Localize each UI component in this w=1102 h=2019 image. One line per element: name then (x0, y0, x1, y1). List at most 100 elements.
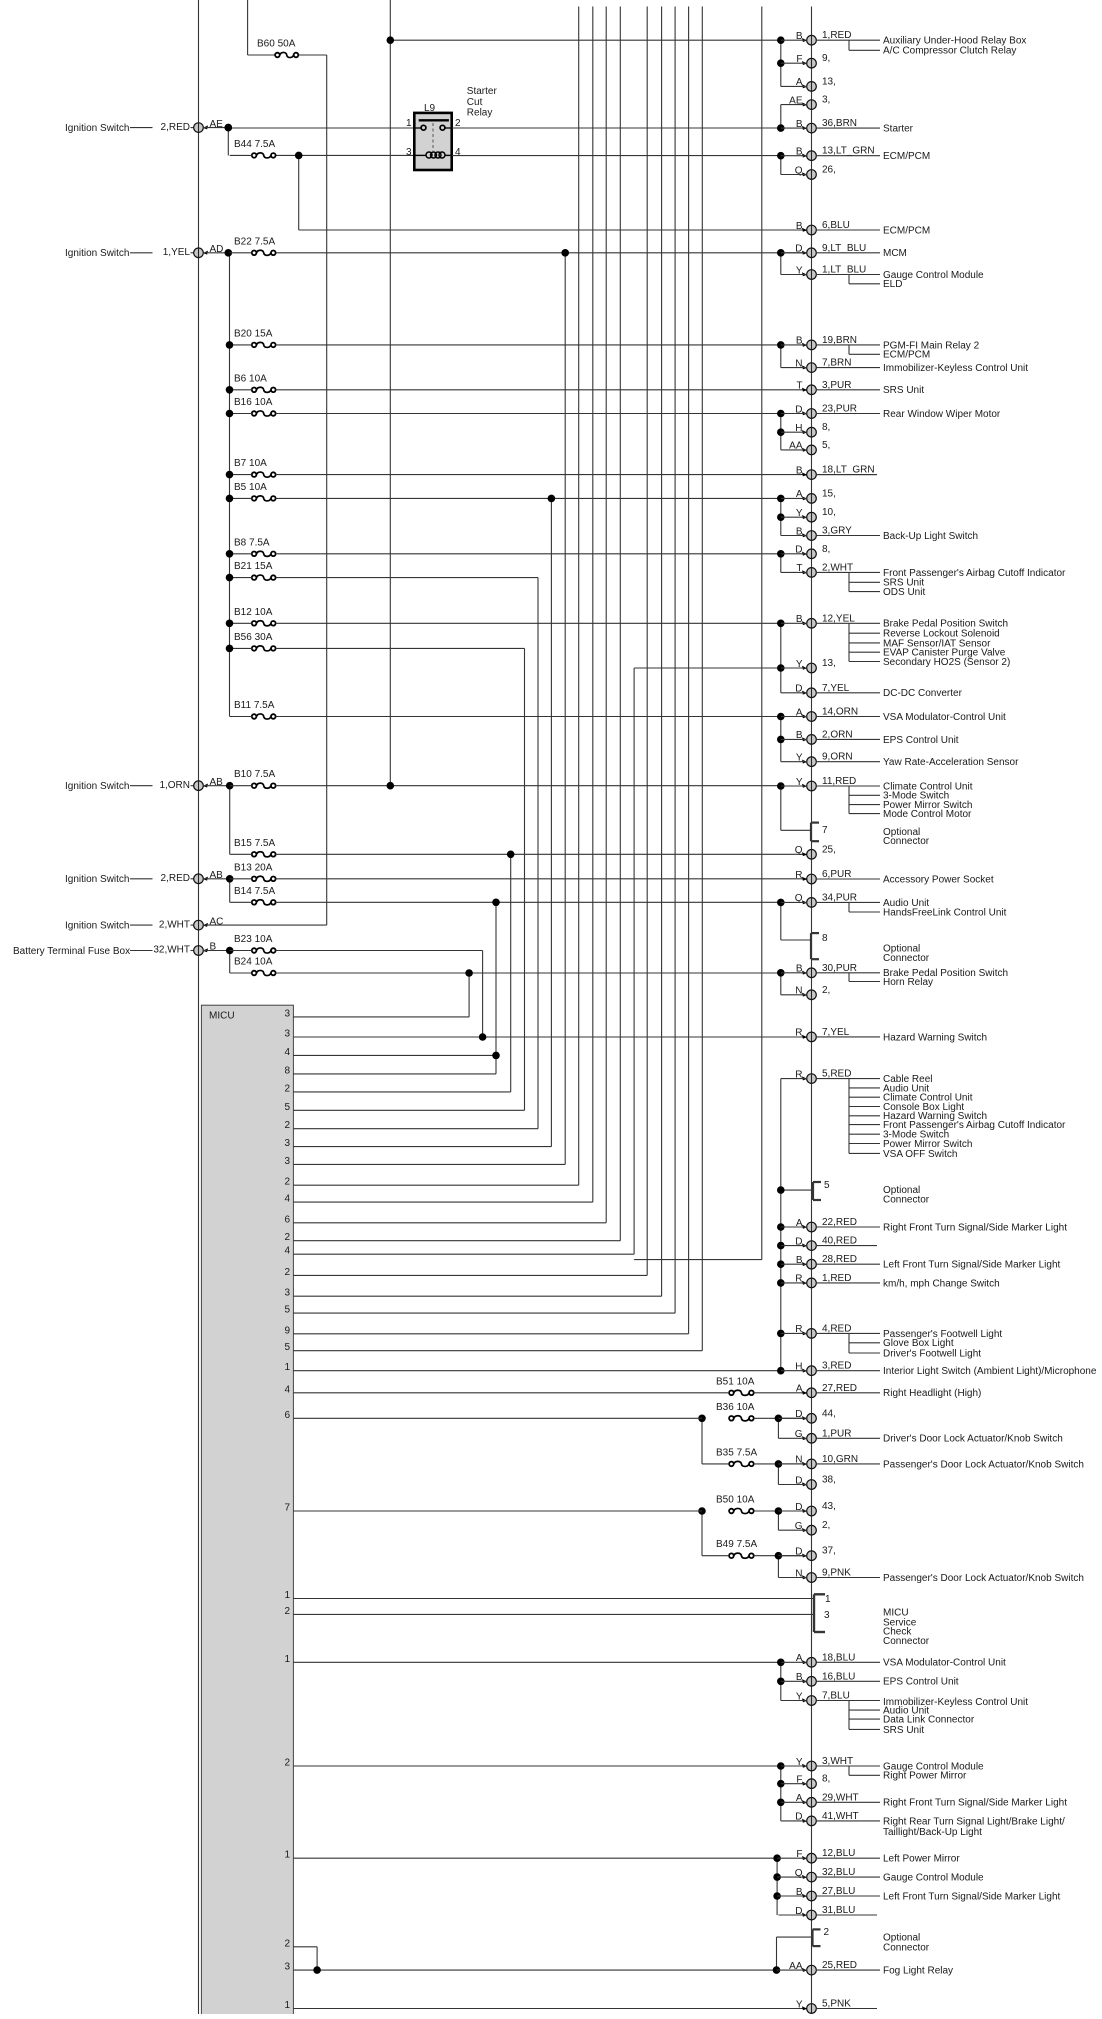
svg-text:ECM/PCM: ECM/PCM (883, 350, 930, 361)
svg-text:F: F (796, 54, 802, 65)
svg-text:Audio Unit: Audio Unit (883, 1706, 929, 1717)
svg-text:Front Passenger's Airbag Cutof: Front Passenger's Airbag Cutoff Indicato… (883, 568, 1066, 579)
svg-text:3: 3 (284, 1288, 290, 1299)
svg-text:B: B (796, 1255, 803, 1266)
svg-text:40,RED: 40,RED (822, 1236, 857, 1247)
svg-text:Power Mirror Switch: Power Mirror Switch (883, 1139, 972, 1150)
svg-text:B51 10A: B51 10A (716, 1376, 755, 1387)
svg-text:Driver's Door Lock Actuator/Kn: Driver's Door Lock Actuator/Knob Switch (883, 1434, 1063, 1445)
svg-text:Ignition Switch: Ignition Switch (65, 874, 129, 885)
svg-text:7,BRN: 7,BRN (822, 358, 851, 369)
svg-text:3,: 3, (822, 95, 830, 106)
svg-text:D: D (795, 684, 802, 695)
svg-text:A: A (796, 707, 803, 718)
svg-text:R: R (795, 870, 802, 881)
svg-text:Gauge Control Module: Gauge Control Module (883, 1761, 984, 1772)
svg-text:28,RED: 28,RED (822, 1254, 857, 1265)
svg-text:6,PUR: 6,PUR (822, 869, 851, 880)
svg-text:AD: AD (210, 244, 224, 255)
svg-text:Hazard Warning Switch: Hazard Warning Switch (883, 1032, 987, 1043)
svg-text:N: N (795, 1568, 802, 1579)
svg-text:B: B (796, 465, 803, 476)
svg-text:1,RED: 1,RED (822, 1273, 851, 1284)
svg-text:1: 1 (825, 1594, 831, 1605)
svg-text:EPS Control Unit: EPS Control Unit (883, 735, 959, 746)
svg-text:B50 10A: B50 10A (716, 1495, 755, 1506)
svg-text:B21 15A: B21 15A (234, 561, 273, 572)
svg-text:B: B (796, 964, 803, 975)
svg-text:Accessory Power Socket: Accessory Power Socket (883, 874, 994, 885)
svg-text:B24 10A: B24 10A (234, 957, 273, 968)
svg-text:Optional: Optional (883, 1932, 920, 1943)
svg-text:Immobilizer-Keyless Control Un: Immobilizer-Keyless Control Unit (883, 363, 1028, 374)
svg-text:ELD: ELD (883, 279, 902, 290)
svg-text:2: 2 (284, 1232, 290, 1243)
svg-text:10,: 10, (822, 507, 836, 518)
svg-text:B20 15A: B20 15A (234, 328, 273, 339)
svg-text:ECM/PCM: ECM/PCM (883, 225, 930, 236)
svg-text:AB: AB (210, 777, 224, 788)
svg-text:VSA Modulator-Control Unit: VSA Modulator-Control Unit (883, 1658, 1006, 1669)
svg-text:7,YEL: 7,YEL (822, 683, 850, 694)
svg-text:3,GRY: 3,GRY (822, 526, 852, 537)
svg-text:L9: L9 (424, 103, 436, 114)
svg-text:2: 2 (284, 1177, 290, 1188)
svg-text:6: 6 (284, 1410, 290, 1421)
svg-text:Gauge Control Module: Gauge Control Module (883, 270, 984, 281)
svg-text:Connector: Connector (883, 836, 930, 847)
svg-text:HandsFreeLink Control Unit: HandsFreeLink Control Unit (883, 907, 1007, 918)
svg-text:Climate Control Unit: Climate Control Unit (883, 781, 973, 792)
svg-text:B10 7.5A: B10 7.5A (234, 769, 275, 780)
svg-text:B36 10A: B36 10A (716, 1402, 755, 1413)
svg-text:B7 10A: B7 10A (234, 458, 267, 469)
svg-text:2,WHT: 2,WHT (822, 562, 853, 573)
svg-text:13,: 13, (822, 76, 836, 87)
svg-text:1: 1 (284, 2000, 290, 2011)
svg-text:6,BLU: 6,BLU (822, 220, 850, 231)
svg-text:Rear Window Wiper Motor: Rear Window Wiper Motor (883, 409, 1001, 420)
svg-text:B23 10A: B23 10A (234, 934, 273, 945)
svg-text:Interior Light Switch (Ambient: Interior Light Switch (Ambient Light)/Mi… (883, 1366, 1097, 1377)
svg-text:41,WHT: 41,WHT (822, 1811, 859, 1822)
svg-text:T: T (796, 563, 802, 574)
svg-text:Console Box Light: Console Box Light (883, 1102, 964, 1113)
svg-text:3,WHT: 3,WHT (822, 1756, 853, 1767)
svg-text:9,ORN: 9,ORN (822, 752, 853, 763)
svg-text:26,: 26, (822, 165, 836, 176)
svg-text:34,PUR: 34,PUR (822, 892, 857, 903)
svg-text:Gauge Control Module: Gauge Control Module (883, 1873, 984, 1884)
svg-text:N: N (795, 358, 802, 369)
svg-text:Cable Reel: Cable Reel (883, 1074, 932, 1085)
svg-text:3-Mode Switch: 3-Mode Switch (883, 791, 949, 802)
svg-text:B22 7.5A: B22 7.5A (234, 236, 275, 247)
svg-text:3: 3 (284, 1029, 290, 1040)
svg-text:Passenger's Door Lock Actuator: Passenger's Door Lock Actuator/Knob Swit… (883, 1459, 1084, 1470)
svg-text:Left Front Turn Signal/Side Ma: Left Front Turn Signal/Side Marker Light (883, 1260, 1061, 1271)
svg-text:B: B (796, 526, 803, 537)
svg-text:D: D (795, 1547, 802, 1558)
svg-text:25,: 25, (822, 844, 836, 855)
svg-text:1,YEL: 1,YEL (163, 247, 191, 258)
svg-text:Horn Relay: Horn Relay (883, 977, 933, 988)
svg-text:T: T (796, 381, 802, 392)
svg-text:B: B (796, 1672, 803, 1683)
svg-text:D: D (795, 244, 802, 255)
svg-text:MICU: MICU (209, 1011, 235, 1022)
svg-text:VSA Modulator-Control Unit: VSA Modulator-Control Unit (883, 712, 1006, 723)
svg-text:10,GRN: 10,GRN (822, 1454, 858, 1465)
svg-text:Q: Q (795, 1868, 803, 1879)
svg-text:2: 2 (284, 1120, 290, 1131)
svg-text:MAF Sensor/IAT Sensor: MAF Sensor/IAT Sensor (883, 638, 991, 649)
svg-text:Data Link Connector: Data Link Connector (883, 1715, 975, 1726)
svg-text:8: 8 (284, 1065, 290, 1076)
svg-text:Starter: Starter (467, 86, 498, 97)
svg-text:B11 7.5A: B11 7.5A (234, 700, 275, 711)
svg-text:19,BRN: 19,BRN (822, 335, 857, 346)
svg-text:13,LT_GRN: 13,LT_GRN (822, 146, 875, 157)
svg-text:Optional: Optional (883, 944, 920, 955)
svg-text:Mode Control Motor: Mode Control Motor (883, 809, 972, 820)
svg-text:3,PUR: 3,PUR (822, 380, 851, 391)
svg-text:Y: Y (796, 508, 803, 519)
svg-text:B: B (796, 221, 803, 232)
svg-text:9,: 9, (822, 53, 830, 64)
